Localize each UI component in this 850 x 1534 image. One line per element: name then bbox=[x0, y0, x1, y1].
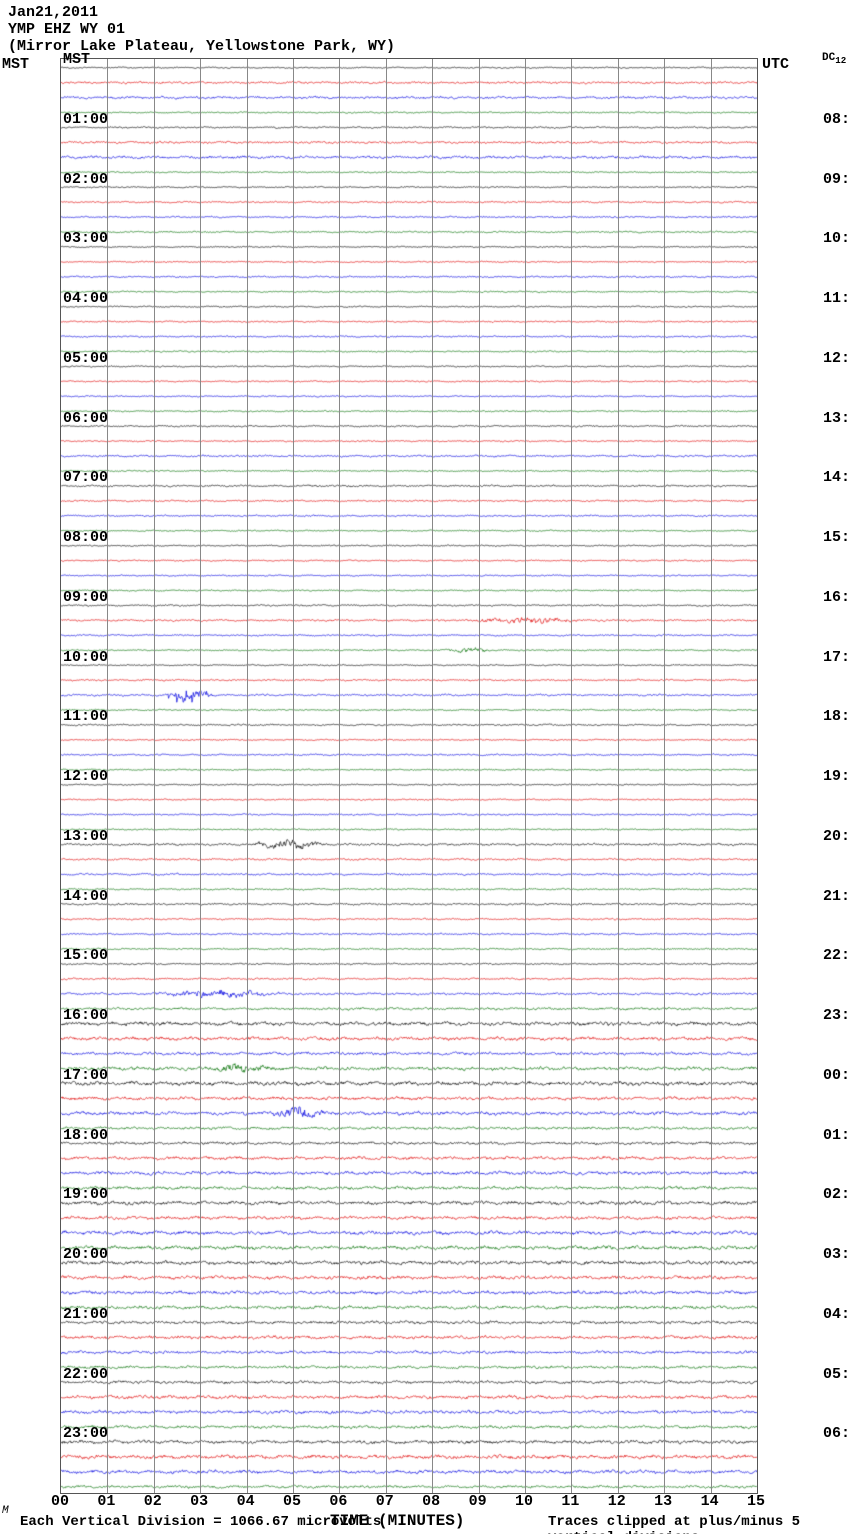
mst-time-label-0400: 04:00 bbox=[63, 290, 108, 307]
vertical-gridline-4 bbox=[247, 59, 248, 1493]
vertical-gridline-10 bbox=[525, 59, 526, 1493]
mst-time-label-1200: 12:00 bbox=[63, 768, 108, 785]
vertical-gridline-2 bbox=[154, 59, 155, 1493]
mst-time-label-2200: 22:00 bbox=[63, 1366, 108, 1383]
x-tick-label-13: 13 bbox=[654, 1493, 672, 1510]
x-tick-label-01: 01 bbox=[97, 1493, 115, 1510]
header-station: YMP EHZ WY 01 bbox=[8, 21, 395, 38]
utc-time-label-0915: 09:15 bbox=[823, 171, 850, 188]
utc-time-label-1615: 16:15 bbox=[823, 589, 850, 606]
x-tick-label-15: 15 bbox=[747, 1493, 765, 1510]
vertical-gridline-13 bbox=[664, 59, 665, 1493]
utc-time-label-1215: 12:15 bbox=[823, 350, 850, 367]
x-tick-label-03: 03 bbox=[190, 1493, 208, 1510]
mst-time-label-2100: 21:00 bbox=[63, 1306, 108, 1323]
vertical-gridline-14 bbox=[711, 59, 712, 1493]
utc-time-label-2115: 21:15 bbox=[823, 888, 850, 905]
mst-time-label-1100: 11:00 bbox=[63, 708, 108, 725]
utc-time-label-0615: 06:15 bbox=[823, 1425, 850, 1442]
utc-label: UTC bbox=[762, 56, 789, 73]
utc-time-label-0015: 00:15 bbox=[823, 1067, 850, 1084]
mst-time-label-0100: 01:00 bbox=[63, 111, 108, 128]
footer-division-note: Each Vertical Division = 1066.67 microvo… bbox=[20, 1514, 381, 1530]
x-tick-label-02: 02 bbox=[144, 1493, 162, 1510]
x-tick-label-05: 05 bbox=[283, 1493, 301, 1510]
mst-time-label-0600: 06:00 bbox=[63, 410, 108, 427]
x-tick-label-11: 11 bbox=[561, 1493, 579, 1510]
vertical-gridline-12 bbox=[618, 59, 619, 1493]
x-tick-label-07: 07 bbox=[376, 1493, 394, 1510]
utc-time-label-1915: 19:15 bbox=[823, 768, 850, 785]
utc-time-label-2315: 23:15 bbox=[823, 1007, 850, 1024]
utc-time-label-2015: 20:15 bbox=[823, 828, 850, 845]
x-tick-label-14: 14 bbox=[701, 1493, 719, 1510]
mst-time-label-1500: 15:00 bbox=[63, 947, 108, 964]
vertical-gridline-5 bbox=[293, 59, 294, 1493]
vertical-gridline-8 bbox=[432, 59, 433, 1493]
mst-time-label-1800: 18:00 bbox=[63, 1127, 108, 1144]
mst-time-label-1000: 10:00 bbox=[63, 649, 108, 666]
utc-time-label-0215: 02:15 bbox=[823, 1186, 850, 1203]
mst-time-label-0200: 02:00 bbox=[63, 171, 108, 188]
vertical-gridline-3 bbox=[200, 59, 201, 1493]
mst-label: MST bbox=[2, 56, 29, 73]
dc-col-label: DC12 bbox=[822, 52, 846, 66]
utc-time-label-0515: 05:15 bbox=[823, 1366, 850, 1383]
mst-time-label-1900: 19:00 bbox=[63, 1186, 108, 1203]
x-axis-tick-labels: 00 01 02 03 04 05 06 07 08 09 10 11 12 13 14 15 bbox=[60, 1493, 756, 1509]
mst-time-label-0300: 03:00 bbox=[63, 230, 108, 247]
utc-time-label-1315: 13:15 bbox=[823, 410, 850, 427]
mst-time-label-1700: 17:00 bbox=[63, 1067, 108, 1084]
x-tick-label-08: 08 bbox=[422, 1493, 440, 1510]
vertical-gridline-7 bbox=[386, 59, 387, 1493]
mst-time-label-2000: 20:00 bbox=[63, 1246, 108, 1263]
vertical-gridline-11 bbox=[571, 59, 572, 1493]
vertical-gridline-6 bbox=[339, 59, 340, 1493]
x-tick-label-09: 09 bbox=[469, 1493, 487, 1510]
utc-time-label-2215: 22:15 bbox=[823, 947, 850, 964]
utc-time-label-0815: 08:15 bbox=[823, 111, 850, 128]
utc-time-label-1515: 15:15 bbox=[823, 529, 850, 546]
mst-time-label-0900: 09:00 bbox=[63, 589, 108, 606]
mst-time-label-1300: 13:00 bbox=[63, 828, 108, 845]
waveform-plot-area[interactable]: MST-12-2-3-1301:0008:15-14-10-14-402:000… bbox=[60, 58, 758, 1494]
utc-time-label-0115: 01:15 bbox=[823, 1127, 850, 1144]
corner-mark: M bbox=[2, 1505, 9, 1517]
mst-time-label-2300: 23:00 bbox=[63, 1425, 108, 1442]
header-date: Jan21,2011 bbox=[8, 4, 395, 21]
utc-time-label-1415: 14:15 bbox=[823, 469, 850, 486]
x-tick-label-06: 06 bbox=[329, 1493, 347, 1510]
x-tick-label-10: 10 bbox=[515, 1493, 533, 1510]
mst-time-label-0700: 07:00 bbox=[63, 469, 108, 486]
utc-time-label-1115: 11:15 bbox=[823, 290, 850, 307]
mst-time-label-1600: 16:00 bbox=[63, 1007, 108, 1024]
footer-clip-note: Traces clipped at plus/minus 5 vertical … bbox=[548, 1514, 850, 1534]
x-tick-label-00: 00 bbox=[51, 1493, 69, 1510]
utc-time-label-1715: 17:15 bbox=[823, 649, 850, 666]
waveform-canvas[interactable] bbox=[61, 59, 757, 1493]
x-tick-label-12: 12 bbox=[608, 1493, 626, 1510]
header-block: Jan21,2011 YMP EHZ WY 01 (Mirror Lake Pl… bbox=[8, 4, 395, 55]
utc-time-label-1015: 10:15 bbox=[823, 230, 850, 247]
vertical-gridline-9 bbox=[479, 59, 480, 1493]
utc-time-label-0315: 03:15 bbox=[823, 1246, 850, 1263]
mst-time-label-MST: MST bbox=[63, 51, 90, 68]
utc-time-label-0415: 04:15 bbox=[823, 1306, 850, 1323]
utc-time-label-1815: 18:15 bbox=[823, 708, 850, 725]
mst-time-label-0800: 08:00 bbox=[63, 529, 108, 546]
mst-time-label-0500: 05:00 bbox=[63, 350, 108, 367]
seismogram-page: Jan21,2011 YMP EHZ WY 01 (Mirror Lake Pl… bbox=[0, 0, 850, 1534]
x-tick-label-04: 04 bbox=[237, 1493, 255, 1510]
mst-time-label-1400: 14:00 bbox=[63, 888, 108, 905]
